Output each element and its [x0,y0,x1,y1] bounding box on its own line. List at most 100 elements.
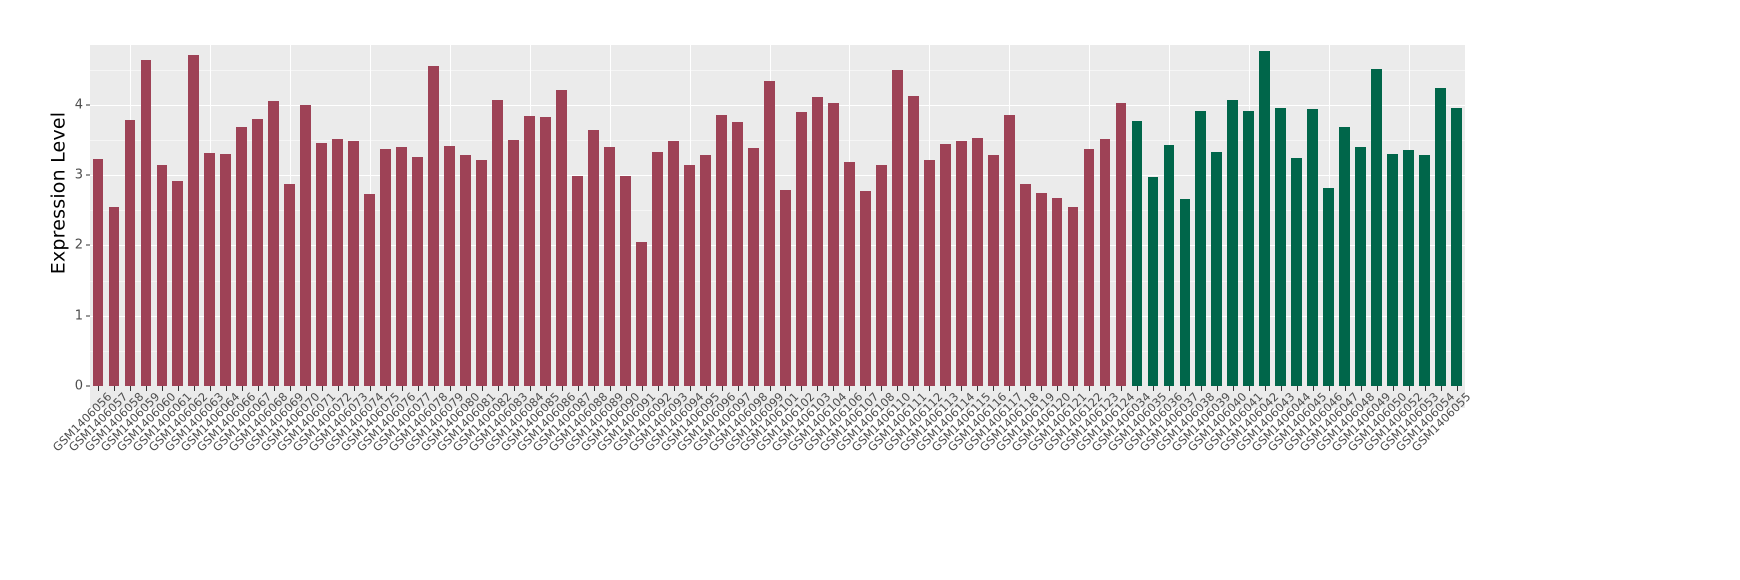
bar[interactable] [1099,138,1111,386]
bar[interactable] [188,54,200,386]
bar[interactable] [1131,120,1143,386]
bar[interactable] [715,115,727,386]
bar[interactable] [220,153,232,386]
bar[interactable] [811,97,823,386]
bar[interactable] [1307,108,1319,386]
bar[interactable] [588,130,599,386]
bar[interactable] [1403,150,1415,386]
bar[interactable] [1227,99,1239,386]
bar-slot [777,45,793,386]
bar[interactable] [1003,114,1015,386]
bar[interactable] [108,206,120,386]
bar[interactable] [476,159,488,386]
bar[interactable] [683,164,695,386]
bar[interactable] [524,116,535,386]
bar[interactable] [1179,198,1191,386]
bar[interactable] [460,154,472,386]
bar[interactable] [396,146,408,386]
bar[interactable] [572,176,583,386]
bar[interactable] [731,122,743,386]
bar[interactable] [1371,68,1383,386]
bar[interactable] [316,142,328,386]
bar[interactable] [1211,151,1223,386]
bar[interactable] [1163,144,1175,386]
bar[interactable] [1323,188,1335,386]
bar[interactable] [92,158,104,386]
bar[interactable] [699,155,711,386]
y-axis-tick-label: 1 [74,308,83,324]
bar[interactable] [540,117,551,386]
bar[interactable] [907,95,919,386]
bar[interactable] [1387,153,1399,386]
bar[interactable] [140,59,152,386]
x-axis-tick-mark [1393,386,1395,391]
bar[interactable] [1067,207,1079,386]
bar[interactable] [843,161,855,386]
bar[interactable] [1083,149,1095,386]
bar[interactable] [923,160,935,386]
bar[interactable] [779,189,791,386]
bar[interactable] [971,137,983,386]
bar[interactable] [1435,87,1447,386]
bar-slot [522,45,538,386]
bar[interactable] [827,102,839,386]
bar[interactable] [156,164,168,386]
bar[interactable] [1195,111,1207,386]
bar[interactable] [1019,184,1031,386]
bar[interactable] [795,111,807,386]
x-axis-tick-mark [545,386,547,391]
bar[interactable] [1291,158,1303,386]
bar[interactable] [364,194,376,386]
bar[interactable] [492,99,504,386]
bar[interactable] [204,153,216,386]
bar[interactable] [1115,103,1127,386]
bar[interactable] [987,155,999,386]
bar[interactable] [875,165,887,386]
x-axis-tick-mark [1313,386,1315,391]
bar[interactable] [1147,177,1159,386]
bar[interactable] [1339,127,1351,386]
bar[interactable] [763,80,775,386]
y-axis-tick: 0 [75,380,90,393]
bar[interactable] [348,140,360,386]
bar[interactable] [508,139,520,386]
bar[interactable] [444,145,456,386]
bar[interactable] [284,183,296,386]
bar[interactable] [380,149,392,386]
bar[interactable] [172,181,184,386]
bar[interactable] [620,175,631,386]
bar[interactable] [252,118,264,386]
bar[interactable] [1419,155,1431,386]
bar[interactable] [891,70,903,386]
bar[interactable] [859,190,871,386]
bar[interactable] [604,146,615,386]
bar[interactable] [668,141,679,386]
bar[interactable] [652,151,663,386]
bar[interactable] [747,148,759,386]
bar[interactable] [1243,111,1255,386]
bar[interactable] [939,144,951,386]
bar[interactable] [236,126,248,386]
bar[interactable] [412,156,424,386]
bar[interactable] [1355,146,1367,386]
bar-slot [362,45,378,386]
bar[interactable] [268,100,280,386]
x-axis-tick-mark [1137,386,1139,391]
bar[interactable] [1035,192,1047,386]
y-axis: 0 1 2 3 4 [72,0,90,400]
bar-slot [122,45,138,386]
bar[interactable] [332,139,344,386]
bar[interactable] [955,140,967,386]
gridline-major-h [90,175,1465,177]
bar[interactable] [428,66,440,386]
bar[interactable] [1259,50,1271,386]
bar[interactable] [124,119,136,386]
bar-slot [1257,45,1273,386]
x-axis-tick-mark [913,386,915,391]
bar[interactable] [636,241,647,386]
bar[interactable] [1051,197,1063,386]
bar[interactable] [1275,108,1287,386]
bar[interactable] [1451,107,1463,386]
bar[interactable] [556,90,567,386]
bar[interactable] [300,105,312,386]
